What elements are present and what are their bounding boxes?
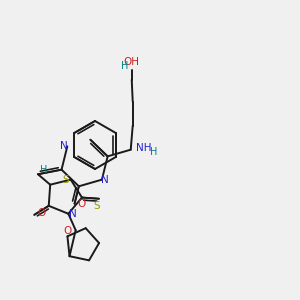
Text: OH: OH xyxy=(124,57,140,67)
Text: S: S xyxy=(62,175,69,184)
Text: N: N xyxy=(101,175,109,184)
Text: O: O xyxy=(77,199,86,209)
Text: O: O xyxy=(37,208,45,218)
Text: S: S xyxy=(94,201,100,211)
Text: NH: NH xyxy=(136,143,151,153)
Text: O: O xyxy=(63,226,72,236)
Text: H: H xyxy=(121,61,128,71)
Text: N: N xyxy=(70,209,77,219)
Text: N: N xyxy=(60,141,68,152)
Text: H: H xyxy=(40,165,48,175)
Text: H: H xyxy=(150,147,157,157)
